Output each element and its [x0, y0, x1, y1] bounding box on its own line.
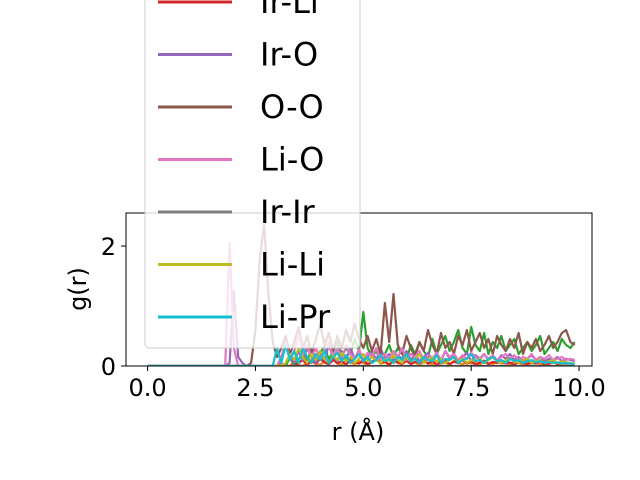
series-line-li-pr	[147, 343, 575, 366]
legend-label-ir-o: Ir-O	[260, 36, 318, 74]
series-layer	[147, 223, 576, 366]
y-tick-label: 0	[101, 353, 116, 381]
y-axis-ticks: 02	[101, 233, 126, 381]
x-tick-label: 0.0	[128, 374, 166, 402]
legend-label-li-o: Li-O	[260, 141, 324, 179]
x-tick-label: 7.5	[452, 374, 490, 402]
x-axis-ticks: 0.0 2.5 5.0 7.5 10.0	[128, 366, 606, 402]
series-line-unlabeled-1	[147, 310, 576, 366]
legend: Ir-Li Ir-O O-O Li-O Ir-Ir Li-Li Li-Pr	[144, 0, 361, 349]
legend-label-ir-li: Ir-Li	[260, 0, 319, 21]
legend-label-li-pr: Li-Pr	[260, 298, 331, 336]
y-tick-label: 2	[101, 233, 116, 261]
legend-box	[144, 0, 361, 349]
x-tick-label: 2.5	[236, 374, 274, 402]
legend-label-li-li: Li-Li	[260, 246, 325, 284]
series-line-li-o	[147, 241, 575, 366]
x-axis-label: r (Å)	[332, 417, 385, 446]
legend-label-o-o: O-O	[260, 88, 324, 126]
legend-label-ir-ir: Ir-Ir	[260, 193, 316, 231]
y-axis-label: g(r)	[64, 267, 92, 311]
legend-entries: Ir-Li Ir-O O-O Li-O Ir-Ir Li-Li Li-Pr	[158, 0, 331, 336]
x-tick-label: 10.0	[552, 374, 605, 402]
x-tick-label: 5.0	[344, 374, 382, 402]
